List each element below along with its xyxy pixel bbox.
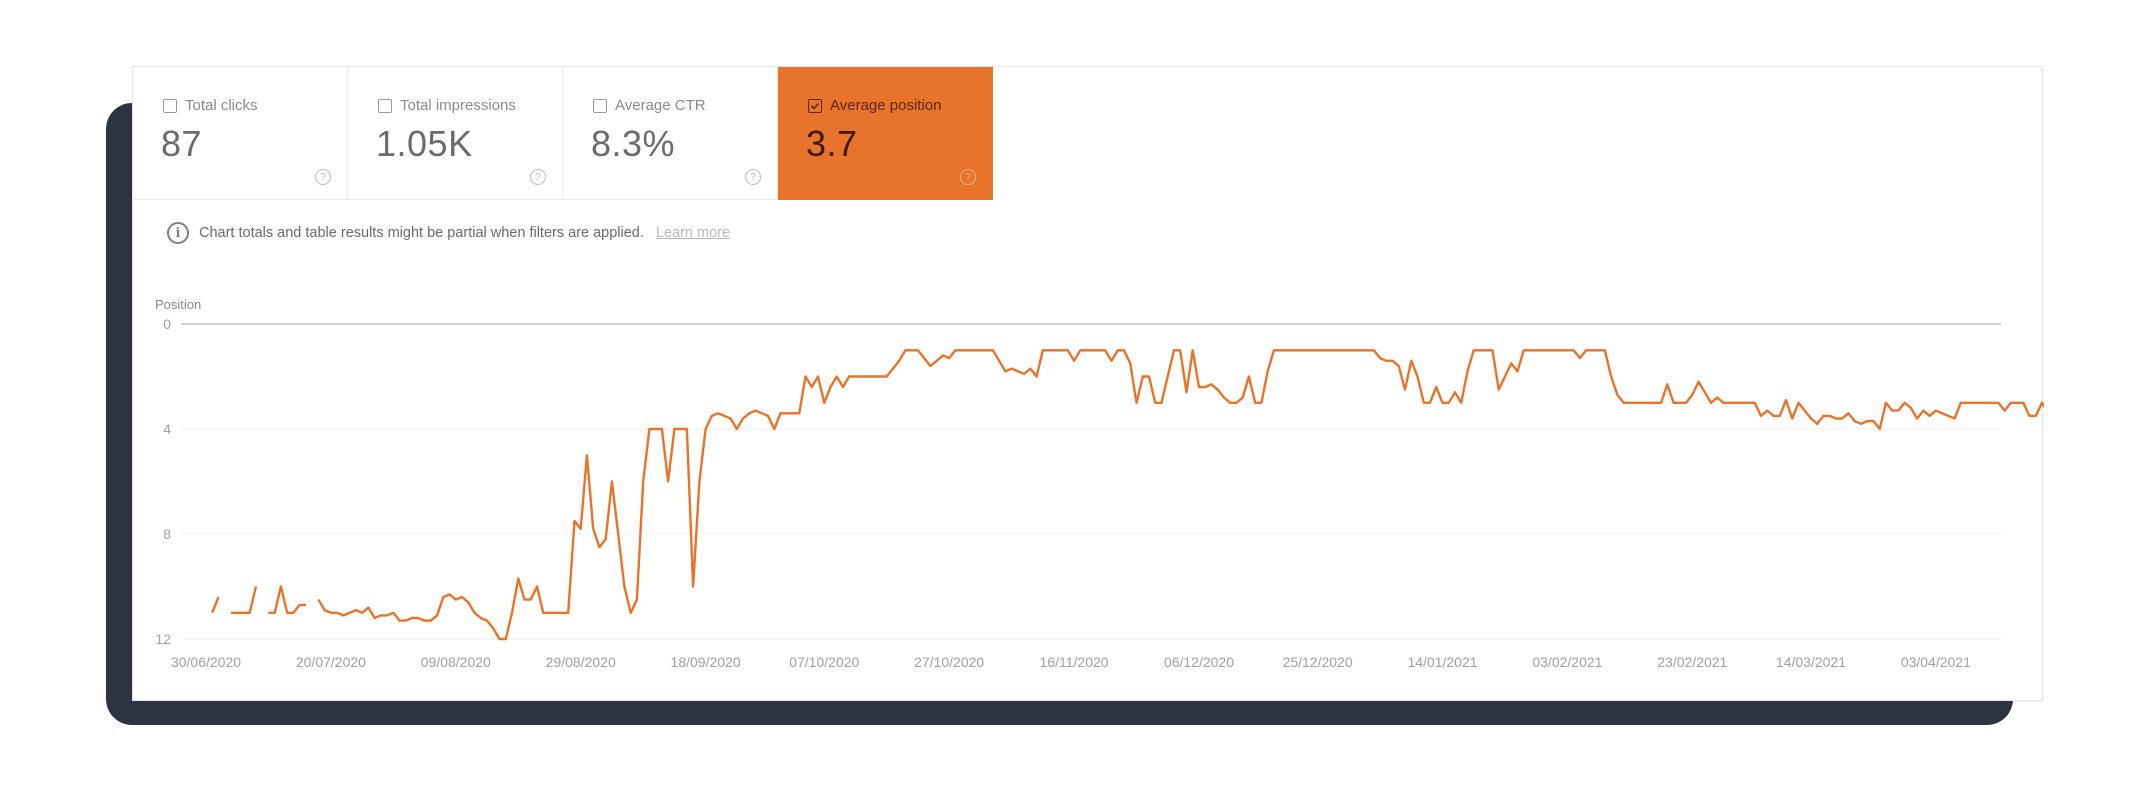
x-tick-label: 14/01/2021: [1407, 654, 1477, 670]
position-series-line: [211, 349, 2044, 641]
help-icon[interactable]: ?: [530, 169, 546, 185]
metric-label: Average CTR: [615, 97, 706, 114]
metric-value: 3.7: [806, 123, 858, 164]
filter-notice: i Chart totals and table results might b…: [167, 222, 730, 244]
y-tick-label: 0: [163, 316, 171, 332]
metric-total-clicks[interactable]: Total clicks 87 ?: [133, 67, 348, 200]
checkbox-icon[interactable]: [593, 98, 607, 113]
x-tick-label: 23/02/2021: [1657, 654, 1727, 670]
metric-value: 87: [161, 123, 203, 164]
x-tick-label: 03/04/2021: [1901, 654, 1971, 670]
y-tick-label: 12: [155, 631, 171, 647]
x-tick-label: 03/02/2021: [1532, 654, 1602, 670]
learn-more-link[interactable]: Learn more: [655, 225, 731, 241]
y-tick-label: 4: [163, 421, 171, 437]
x-tick-label: 25/12/2020: [1283, 654, 1353, 670]
metric-average-ctr[interactable]: Average CTR 8.3% ?: [563, 67, 778, 200]
x-tick-label: 30/06/2020: [171, 654, 241, 670]
metric-average-position[interactable]: Average position 3.7 ?: [778, 67, 993, 200]
series-segment: [268, 585, 306, 614]
x-tick-label: 27/10/2020: [914, 654, 984, 670]
metric-total-impressions[interactable]: Total impressions 1.05K ?: [348, 67, 563, 200]
info-icon: i: [167, 222, 189, 244]
metric-label: Total impressions: [400, 97, 516, 114]
series-segment: [231, 586, 258, 614]
checkbox-icon[interactable]: [163, 98, 177, 113]
series-segment: [317, 349, 2044, 641]
metric-label: Average position: [830, 97, 942, 114]
x-tick-label: 18/09/2020: [671, 654, 741, 670]
checkbox-icon[interactable]: [378, 98, 392, 113]
position-line-chart: 0 4 8 12 30/06/2020 20/07/2020 09/08/2020 29/0…: [155, 316, 2044, 670]
series-segment: [211, 596, 220, 614]
x-tick-label: 14/03/2021: [1776, 654, 1846, 670]
x-axis-ticks: 30/06/2020 20/07/2020 09/08/2020 29/08/2020…: [171, 654, 1971, 670]
y-tick-label: 8: [163, 526, 171, 542]
performance-panel: Total clicks 87 ? Total impressions 1.05…: [132, 66, 2044, 701]
y-axis-ticks: 0 4 8 12: [155, 316, 171, 647]
chart-gridlines: [181, 323, 2001, 640]
x-tick-label: 29/08/2020: [546, 654, 616, 670]
metric-label: Total clicks: [185, 97, 258, 114]
metric-cards: Total clicks 87 ? Total impressions 1.05…: [133, 67, 993, 200]
metric-value: 1.05K: [376, 123, 473, 164]
x-tick-label: 16/11/2020: [1040, 654, 1109, 670]
x-tick-label: 06/12/2020: [1164, 654, 1234, 670]
notice-text: Chart totals and table results might be …: [199, 225, 644, 241]
help-icon[interactable]: ?: [315, 169, 331, 185]
x-tick-label: 09/08/2020: [421, 654, 491, 670]
x-tick-label: 20/07/2020: [296, 654, 366, 670]
help-icon[interactable]: ?: [960, 169, 976, 185]
y-axis-title: Position: [155, 297, 202, 312]
metric-value: 8.3%: [591, 123, 676, 164]
x-tick-label: 07/10/2020: [789, 654, 859, 670]
checkbox-checked-icon[interactable]: [808, 98, 822, 113]
help-icon[interactable]: ?: [745, 169, 761, 185]
